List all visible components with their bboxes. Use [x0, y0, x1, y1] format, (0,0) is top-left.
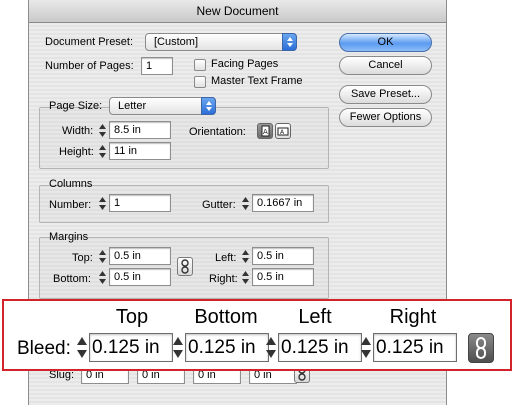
- page-size-value: Letter: [118, 100, 147, 112]
- bleed-top-field[interactable]: 0.125 in: [89, 333, 173, 362]
- height-field[interactable]: 11 in: [109, 142, 171, 160]
- landscape-orientation-icon[interactable]: A: [275, 123, 291, 139]
- stepper-arrows-icon[interactable]: [360, 333, 372, 362]
- master-text-frame-label: Master Text Frame: [211, 75, 303, 87]
- margins-title: Margins: [49, 231, 89, 243]
- popup-arrows-icon: [282, 33, 297, 51]
- stepper-arrows-icon[interactable]: [76, 333, 88, 362]
- gutter-field[interactable]: 0.1667 in: [252, 194, 314, 212]
- stepper-arrows-icon[interactable]: [98, 195, 107, 212]
- fewer-options-button[interactable]: Fewer Options: [339, 108, 432, 127]
- document-preset-select[interactable]: [Custom]: [145, 33, 297, 51]
- margin-bottom-field[interactable]: 0.5 in: [109, 268, 171, 286]
- cancel-button[interactable]: Cancel: [339, 56, 432, 75]
- page-size-select[interactable]: Letter: [109, 97, 216, 115]
- stepper-arrows-icon[interactable]: [98, 143, 107, 160]
- bleed-top-heading: Top: [115, 306, 149, 328]
- stepper-arrows-icon[interactable]: [241, 195, 250, 212]
- margin-right-label: Right:: [209, 273, 238, 285]
- bleed-left-heading: Left: [298, 306, 332, 328]
- stepper-arrows-icon[interactable]: [172, 333, 184, 362]
- stepper-arrows-icon[interactable]: [241, 269, 250, 286]
- stepper-arrows-icon[interactable]: [98, 248, 107, 265]
- slug-label: Slug:: [49, 369, 75, 381]
- columns-title: Columns: [49, 178, 93, 190]
- width-field[interactable]: 8.5 in: [109, 121, 171, 139]
- columns-number-field[interactable]: 1: [109, 194, 171, 212]
- facing-pages-checkbox[interactable]: [194, 59, 206, 71]
- bleed-left-field[interactable]: 0.125 in: [278, 333, 362, 362]
- bleed-callout: Top Bottom Left Right Bleed: 0.125 in 0.…: [2, 299, 512, 371]
- document-preset-label: Document Preset:: [45, 36, 134, 48]
- orientation-label: Orientation:: [189, 126, 246, 138]
- stepper-arrows-icon[interactable]: [98, 269, 107, 286]
- width-label: Width:: [62, 125, 94, 137]
- save-preset-button[interactable]: Save Preset...: [339, 85, 432, 104]
- page-size-label: Page Size:: [49, 100, 103, 112]
- number-of-pages-field[interactable]: 1: [141, 57, 173, 75]
- dialog-title: New Document: [29, 0, 446, 23]
- bleed-right-heading: Right: [389, 306, 437, 328]
- stepper-arrows-icon[interactable]: [98, 122, 107, 139]
- margin-bottom-label: Bottom:: [53, 273, 91, 285]
- master-text-frame-checkbox[interactable]: [194, 76, 206, 88]
- bleed-right-field[interactable]: 0.125 in: [373, 333, 457, 362]
- popup-arrows-icon: [201, 97, 216, 115]
- bleed-bottom-field[interactable]: 0.125 in: [185, 333, 269, 362]
- bleed-label: Bleed:: [17, 338, 71, 359]
- height-label: Height:: [59, 146, 94, 158]
- margins-group: [39, 237, 329, 299]
- margin-top-field[interactable]: 0.5 in: [109, 247, 171, 265]
- svg-text:A: A: [263, 128, 268, 136]
- margin-top-label: Top:: [72, 252, 93, 264]
- number-of-pages-label: Number of Pages:: [45, 60, 134, 72]
- bleed-bottom-heading: Bottom: [194, 306, 258, 328]
- margin-left-field[interactable]: 0.5 in: [252, 247, 314, 265]
- margin-right-field[interactable]: 0.5 in: [252, 268, 314, 286]
- ok-button[interactable]: OK: [339, 33, 432, 52]
- stepper-arrows-icon[interactable]: [241, 248, 250, 265]
- stepper-arrows-icon[interactable]: [265, 333, 277, 362]
- document-preset-value: [Custom]: [154, 36, 199, 48]
- columns-group: [39, 185, 329, 223]
- gutter-label: Gutter:: [202, 199, 236, 211]
- margins-chain-link-icon[interactable]: [177, 257, 193, 276]
- bleed-chain-link-icon[interactable]: [468, 333, 494, 363]
- facing-pages-label: Facing Pages: [211, 58, 279, 70]
- margin-left-label: Left:: [215, 252, 237, 264]
- svg-text:A: A: [280, 129, 285, 136]
- portrait-orientation-icon[interactable]: A: [257, 123, 273, 139]
- columns-number-label: Number:: [49, 199, 92, 211]
